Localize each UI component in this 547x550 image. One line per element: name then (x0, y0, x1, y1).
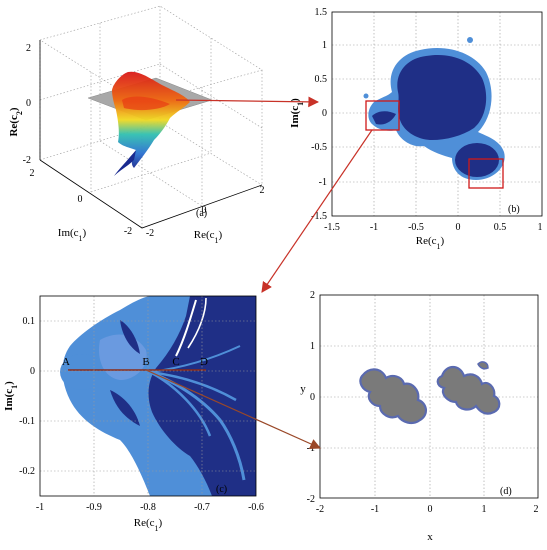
panel-a-y-tick-1: 0 (78, 194, 83, 205)
panel-a-y-label: Im(c1) (58, 227, 87, 243)
arrow-a-to-b (175, 96, 320, 108)
panel-d-x-label: x (427, 531, 433, 543)
panel-b-bulb (455, 143, 499, 177)
panel-b-x-tick-5: 1 (538, 222, 543, 233)
panel-d-y-tick-1: 1 (310, 341, 315, 352)
panel-b-x-tick-0: -1.5 (324, 222, 340, 233)
panel-b-y-tick-1: 1 (322, 40, 327, 51)
panel-a-z-label: Re(c2) (8, 107, 24, 136)
panel-b-y-tick-6: -1.5 (311, 211, 327, 222)
connecting-arrows (145, 96, 373, 449)
panel-c-y-tick-1: 0 (30, 366, 35, 377)
panel-b-frame (331, 11, 543, 217)
panel-b-set (363, 37, 505, 180)
panel-b-y-label: Im(c1) (289, 98, 305, 128)
panel-b-speck-2 (363, 93, 369, 99)
panel-d-set-right (436, 361, 501, 415)
arrow-c-to-d (145, 369, 321, 449)
panel-c-point-a: A (62, 356, 70, 368)
panel-a-x-tick-2: 2 (260, 185, 265, 196)
panel-a-x-tick-0: -2 (146, 228, 154, 239)
panel-a-z-tick-2: -2 (23, 155, 31, 166)
panel-c-point-c: C (172, 356, 179, 368)
panel-d-x-tick-2: 0 (428, 504, 433, 515)
panel-c-x-tick-1: -0.9 (86, 502, 102, 513)
panel-a-z-tick-1: 0 (26, 98, 31, 109)
panel-c-x-tick-0: -1 (36, 502, 44, 513)
panel-b-zoom-box-2 (468, 158, 504, 189)
panel-b-x-tick-1: -1 (370, 222, 378, 233)
panel-c-frame (39, 295, 257, 497)
panel-c-image (40, 296, 256, 496)
panel-c-x-tick-2: -0.8 (140, 502, 156, 513)
panel-a-x-tick-1: 0 (202, 205, 207, 216)
panel-d-y-tick-4: -2 (307, 494, 315, 505)
panel-d-x-tick-1: -1 (371, 504, 379, 515)
arrow-b-to-c (261, 129, 373, 293)
panel-d-x-tick-3: 1 (482, 504, 487, 515)
panel-a-x-label: Re(c1) (194, 229, 223, 245)
panel-d-set-left (359, 368, 427, 425)
panel-c-y-tick-0: 0.1 (23, 316, 36, 327)
panel-a-base-axes (39, 159, 263, 229)
panel-c-y-tick-3: -0.2 (19, 466, 35, 477)
panel-b-zoom-box-1 (365, 100, 400, 131)
panel-b-x-tick-2: -0.5 (408, 222, 424, 233)
panel-c-point-b: B (142, 356, 149, 368)
panel-b-y-tick-5: -1 (319, 177, 327, 188)
panel-d-tag: (d) (500, 486, 512, 497)
panel-a: 2 0 -2 -2 0 2 2 0 -2 Re(c2) Re(c1) Im(c1… (8, 5, 265, 245)
panel-a-surface-tail (114, 150, 136, 176)
panel-c-tag: (c) (216, 484, 227, 495)
panel-a-y-tick-0: 2 (30, 168, 35, 179)
panel-c-x-tick-4: -0.6 (248, 502, 264, 513)
panel-a-surface (112, 71, 190, 168)
panel-b: 1.5 1 0.5 0 -0.5 -1 -1.5 -1.5 -1 -0.5 0 … (289, 7, 543, 251)
panel-c-x-tick-3: -0.7 (194, 502, 210, 513)
panel-d-x-tick-0: -2 (316, 504, 324, 515)
panel-b-speck (467, 37, 473, 43)
panel-c-point-d: D (200, 356, 208, 368)
panel-b-x-tick-3: 0 (456, 222, 461, 233)
panel-b-left-bulb (372, 111, 396, 125)
panel-b-x-label: Re(c1) (416, 235, 445, 251)
panel-d: 2 1 0 -1 -2 -2 -1 0 1 2 x y (d) (300, 290, 538, 543)
panel-b-y-tick-2: 0.5 (315, 74, 328, 85)
panel-d-y-label: y (300, 383, 306, 395)
panel-d-frame (319, 294, 539, 499)
panel-b-y-tick-4: -0.5 (311, 142, 327, 153)
panel-c: A B C D 0.1 0 -0.1 -0.2 -1 -0.9 -0.8 -0.… (3, 295, 264, 533)
panel-b-cardioid (397, 54, 487, 141)
panel-c-y-tick-2: -0.1 (19, 416, 35, 427)
panel-c-x-label: Re(c1) (134, 517, 163, 533)
panel-b-x-tick-4: 0.5 (494, 222, 507, 233)
panel-d-y-tick-2: 0 (310, 392, 315, 403)
panel-b-tag: (b) (508, 204, 520, 215)
panel-a-tag: (a) (196, 208, 207, 219)
panel-d-y-tick-0: 2 (310, 290, 315, 301)
panel-a-surface-top (122, 96, 170, 111)
panel-c-y-label: Im(c1) (3, 381, 19, 411)
panel-a-y-tick-2: -2 (124, 226, 132, 237)
panel-c-grid (40, 296, 256, 496)
panel-d-x-tick-4: 2 (534, 504, 539, 515)
panel-a-z-tick-0: 2 (26, 43, 31, 54)
panel-b-y-tick-3: 0 (322, 108, 327, 119)
panel-d-grid (320, 295, 538, 498)
panel-b-y-tick-0: 1.5 (315, 7, 328, 18)
